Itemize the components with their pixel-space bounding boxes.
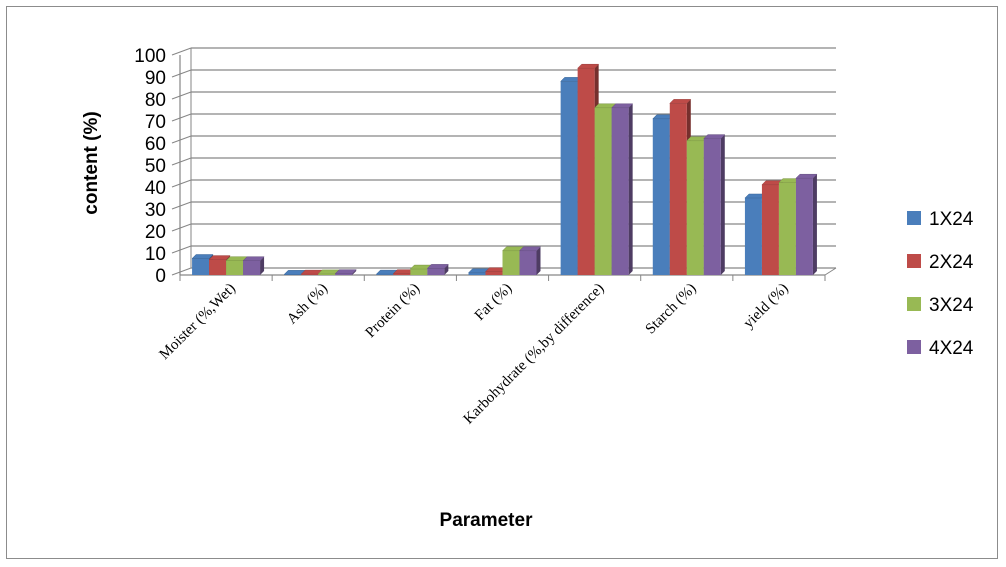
- bar-front: [577, 68, 595, 275]
- gridline-depth: [171, 91, 192, 100]
- bar-front: [502, 250, 520, 275]
- bar-front: [485, 271, 503, 275]
- bar-top: [611, 103, 634, 109]
- x-axis-label: Parameter: [440, 510, 534, 531]
- bar-front: [335, 273, 353, 275]
- gridline-depth: [171, 223, 192, 232]
- y-tick-label: 30: [145, 200, 166, 221]
- bar-front: [393, 273, 411, 275]
- bar-side: [628, 103, 633, 275]
- bar: [611, 103, 634, 275]
- bar-front: [778, 182, 796, 275]
- bar-front: [594, 107, 612, 275]
- gridline-depth: [171, 179, 192, 188]
- bar-front: [744, 198, 762, 275]
- bar-side: [720, 134, 725, 275]
- bar-front: [669, 103, 687, 276]
- x-tick-label: Fat (%): [472, 281, 515, 324]
- y-tick-label: 70: [145, 112, 166, 133]
- y-tick-label: 0: [155, 266, 166, 287]
- bar-side: [260, 256, 265, 275]
- bar-front: [703, 138, 721, 275]
- gridlines: [171, 47, 837, 281]
- bar-front: [652, 118, 670, 275]
- bar-front: [468, 272, 486, 275]
- y-tick-label: 20: [145, 222, 166, 243]
- x-tick-label: Moister (%,Wet): [157, 281, 239, 363]
- bar-top: [669, 99, 692, 104]
- x-tick-label: Starch (%): [643, 281, 700, 338]
- y-tick-label: 60: [145, 134, 166, 155]
- gridline-depth: [171, 267, 192, 276]
- legend-swatch: [907, 211, 921, 225]
- bar-front: [318, 273, 336, 275]
- bar-front: [243, 260, 261, 275]
- bar-front: [761, 184, 779, 275]
- bar-top: [703, 134, 726, 139]
- chart-frame: [6, 6, 998, 559]
- gridline-depth: [171, 245, 192, 254]
- bar-side: [444, 264, 449, 275]
- bar-top: [334, 269, 357, 274]
- bar-front: [427, 268, 445, 275]
- bar-top: [577, 63, 600, 69]
- gridline-depth: [171, 201, 192, 210]
- legend-label: 4X24: [929, 338, 974, 359]
- gridline-depth: [171, 113, 192, 122]
- bar-front: [611, 107, 629, 275]
- bar-top: [208, 255, 231, 260]
- bar: [426, 264, 449, 275]
- x-tick-label: Ash (%): [284, 281, 331, 328]
- legend-label: 2X24: [929, 252, 974, 273]
- bar: [703, 134, 726, 275]
- x-tick-labels: Moister (%,Wet) Ash (%) Protein (%) Fat (%)…: [157, 281, 792, 428]
- bar-front: [560, 81, 578, 276]
- legend-swatch: [907, 340, 921, 354]
- x-tick-label: yield (%): [741, 281, 792, 332]
- bar-front: [686, 140, 704, 275]
- y-axis-label: content (%): [81, 111, 102, 214]
- legend-swatch: [907, 254, 921, 268]
- y-tick-label: 80: [145, 90, 166, 111]
- y-tick-label: 90: [145, 68, 166, 89]
- gridline-depth: [171, 47, 192, 56]
- y-tick-label: 40: [145, 178, 166, 199]
- y-tick-label: 100: [134, 46, 166, 67]
- bar-front: [795, 178, 813, 275]
- legend-label: 3X24: [929, 295, 974, 316]
- legend: 1X24 2X24 3X24 4X24: [907, 209, 974, 359]
- bar-side: [812, 174, 817, 275]
- bar: [334, 269, 357, 275]
- bar-front: [284, 274, 302, 275]
- bar: [242, 256, 265, 275]
- bar-front: [192, 258, 210, 275]
- x-tick-label: Protein (%): [363, 281, 424, 342]
- bars: [191, 63, 818, 276]
- gridline-depth: [171, 135, 192, 144]
- bar-front: [519, 250, 537, 275]
- bar-top: [518, 246, 542, 252]
- bar-top: [242, 256, 265, 261]
- gridline-depth: [171, 157, 192, 166]
- legend-label: 1X24: [929, 209, 974, 230]
- bar-front: [301, 274, 319, 275]
- legend-swatch: [907, 297, 921, 311]
- bar-front: [226, 260, 244, 275]
- y-tick-label: 10: [145, 244, 166, 265]
- bar-side: [536, 246, 541, 275]
- gridline-depth: [171, 69, 192, 78]
- bar-front: [410, 269, 428, 275]
- floor-edge: [824, 267, 837, 276]
- bar-top: [191, 254, 214, 259]
- bar: [518, 246, 542, 275]
- y-tick-label: 50: [145, 156, 166, 177]
- bar: [795, 173, 818, 275]
- bar-top: [426, 264, 449, 269]
- bar-front: [209, 259, 227, 275]
- bar-front: [376, 274, 394, 275]
- bar-top: [795, 173, 818, 179]
